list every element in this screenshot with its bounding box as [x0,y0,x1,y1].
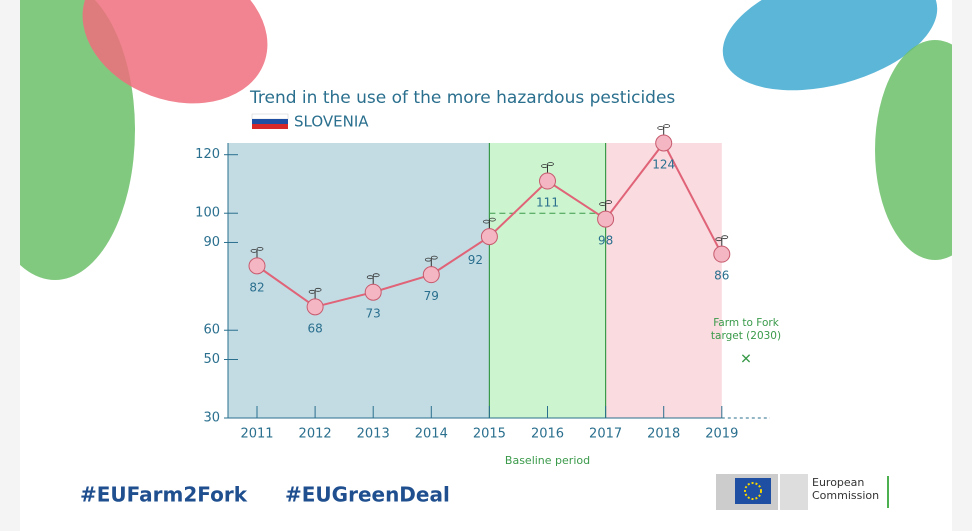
x-tick-label: 2012 [299,427,332,442]
y-tick-label: 90 [203,235,220,250]
target-label: Farm to Fork target (2030) [710,317,782,343]
logo-flag [735,478,771,504]
value-label: 111 [536,196,559,210]
sprout-leaf [256,246,264,251]
value-label: 68 [307,321,322,335]
sprout-leaf [547,162,554,166]
sprout-leaf [488,217,496,222]
margin [0,0,20,531]
sprout-leaf [424,257,432,262]
value-label: 124 [652,158,675,172]
logo-text-box: European Commission [812,476,880,502]
y-tick-label: 30 [203,411,220,426]
point [306,298,324,316]
sprout-leaf [308,289,316,294]
target-label-box: Farm to Fork target (2030) [710,317,782,343]
logo-bar [887,476,889,508]
flag [252,124,288,129]
sprout-leaf [663,124,671,128]
leaf [875,40,972,260]
logo-building [780,474,808,510]
value-label: 92 [468,253,483,267]
logo-text: European Commission [812,476,880,502]
sprout-leaf [541,164,548,168]
sprout-leaf [430,255,438,260]
sprout-leaf [314,287,322,292]
x-tick-label: 2013 [357,427,390,442]
x-tick-label: 2011 [240,427,273,442]
leaf [0,0,135,280]
sprout-leaf [482,219,490,224]
logo-stars [744,482,762,500]
point [713,245,731,263]
baseline-label: Baseline period [505,454,590,467]
y-tick-label: 50 [203,352,220,367]
point [422,266,440,284]
leaf [82,0,268,104]
value-label: 82 [249,280,264,294]
margin [952,0,972,531]
point [364,283,382,301]
x-tick-label: 2017 [589,427,622,442]
value-label: 98 [598,234,613,248]
flag [251,113,289,120]
x-tick-label: 2014 [415,427,448,442]
y-tick-label: 120 [195,147,220,162]
y-tick-label: 100 [195,206,220,221]
sprout-leaf [366,275,374,280]
plot: Baseline period 30 50 60 90 100 120 2011 2012 201… [195,124,782,467]
x-tick-label: 2018 [647,427,680,442]
point [655,134,673,152]
hashtag: #EUFarm2Fork [80,483,248,507]
x-tick-label: 2019 [705,427,738,442]
sprout-leaf [372,273,380,278]
target-cross: ✕ [740,351,752,367]
period-before [228,143,490,418]
chart-subtitle: SLOVENIA [294,113,369,131]
hashtag: #EUGreenDeal [285,483,450,507]
x-tick-label: 2015 [473,427,506,442]
sprout-leaf [599,202,606,206]
value-label: 73 [366,307,381,321]
sprout-leaf [715,237,723,242]
point [480,228,498,246]
point [597,210,615,228]
value-label: 86 [714,269,729,283]
sprout-leaf [250,248,258,253]
point [539,172,556,190]
sprout-leaf [721,235,729,240]
sprout-leaf [657,126,665,130]
x-tick-label: 2016 [531,427,564,442]
sprout-leaf [605,200,612,204]
leaf [722,0,938,91]
chart-title: Trend in the use of the more hazardous p… [249,88,675,108]
flag [252,119,288,124]
value-label: 79 [424,289,439,303]
point [248,257,266,275]
y-tick-label: 60 [203,323,220,338]
period-after [605,143,722,418]
